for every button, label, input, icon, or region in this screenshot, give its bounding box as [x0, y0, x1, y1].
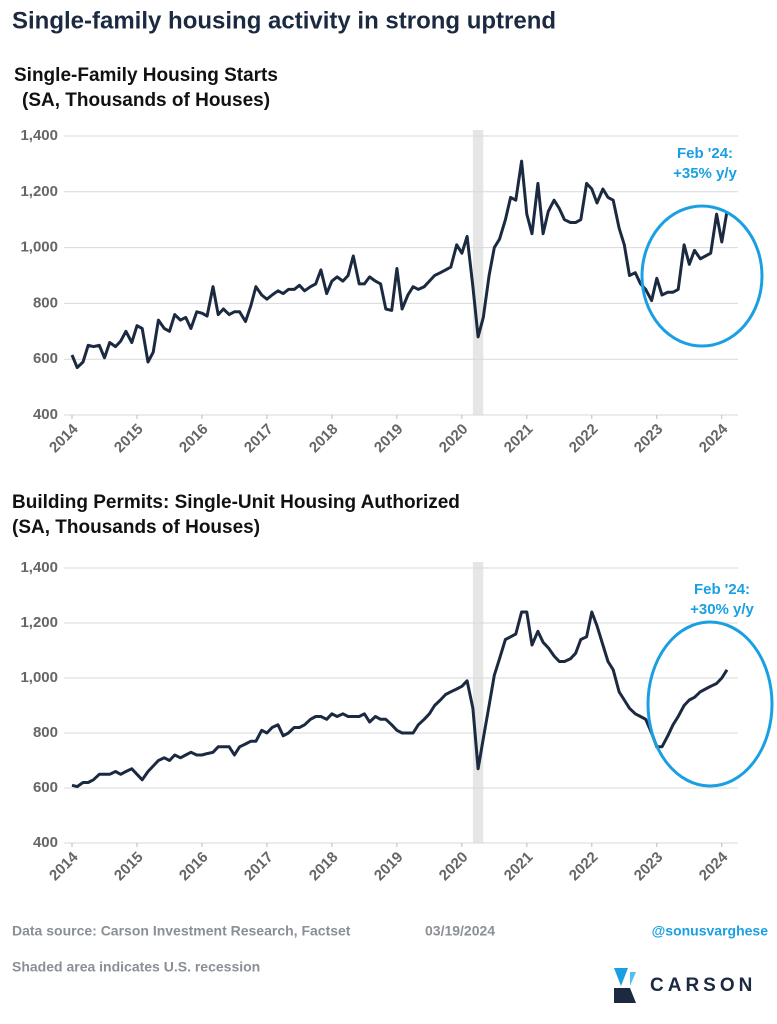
x-tick-label: 2020 [436, 849, 472, 885]
x-tick-label: 2020 [436, 421, 472, 457]
x-tick-label: 2016 [176, 849, 212, 885]
x-tick-label: 2021 [501, 849, 537, 885]
annotation: Feb '24: [694, 581, 750, 598]
x-tick-label: 2015 [111, 849, 147, 885]
x-tick-label: 2021 [501, 421, 537, 457]
x-tick-label: 2022 [566, 849, 602, 885]
y-tick-label: 600 [33, 779, 58, 796]
y-tick-label: 800 [33, 294, 58, 311]
x-tick-label: 2018 [306, 849, 342, 885]
chart-title: Building Permits: Single-Unit Housing Au… [12, 492, 460, 513]
x-tick-label: 2017 [241, 421, 277, 457]
y-tick-label: 1,000 [20, 239, 58, 256]
y-tick-label: 400 [33, 834, 58, 851]
annotation: +35% y/y [673, 165, 737, 182]
x-tick-label: 2019 [371, 849, 407, 885]
x-tick-label: 2016 [176, 421, 212, 457]
x-tick-label: 2014 [46, 420, 82, 456]
highlight-circle [640, 204, 764, 348]
y-tick-label: 1,200 [20, 614, 58, 631]
date: 03/19/2024 [425, 923, 495, 939]
x-tick-label: 2017 [241, 849, 277, 885]
y-tick-label: 1,200 [20, 183, 58, 200]
y-tick-label: 1,400 [20, 127, 58, 144]
source: Data source: Carson Investment Research,… [12, 923, 351, 939]
y-tick-label: 600 [33, 350, 58, 367]
x-tick-label: 2024 [696, 848, 732, 884]
highlight-circle [646, 620, 774, 788]
page-title: Single-family housing activity in strong… [12, 7, 556, 34]
annotation: +30% y/y [690, 601, 754, 618]
recession-shade [472, 562, 484, 843]
recession-shade [472, 130, 484, 415]
data-line [71, 610, 729, 789]
y-tick-label: 800 [33, 724, 58, 741]
data-line [70, 159, 729, 370]
handle: @sonusvarghese [652, 923, 769, 939]
y-tick-label: 1,000 [20, 669, 58, 686]
chart-title: Single-Family Housing Starts [14, 65, 278, 86]
x-tick-label: 2018 [306, 421, 342, 457]
chart-subtitle: (SA, Thousands of Houses) [22, 90, 270, 111]
x-tick-label: 2019 [371, 421, 407, 457]
x-tick-label: 2022 [566, 421, 602, 457]
y-tick-label: 400 [33, 406, 58, 423]
x-tick-label: 2023 [631, 849, 667, 885]
logo-icon [614, 968, 636, 1003]
note: Shaded area indicates U.S. recession [12, 959, 260, 975]
x-tick-label: 2015 [111, 421, 147, 457]
x-tick-label: 2024 [696, 420, 732, 456]
logo-text: CARSON [650, 975, 756, 996]
chart-subtitle: (SA, Thousands of Houses) [12, 517, 260, 538]
x-tick-label: 2023 [631, 421, 667, 457]
x-tick-label: 2014 [46, 848, 82, 884]
annotation: Feb '24: [677, 145, 733, 162]
y-tick-label: 1,400 [20, 559, 58, 576]
